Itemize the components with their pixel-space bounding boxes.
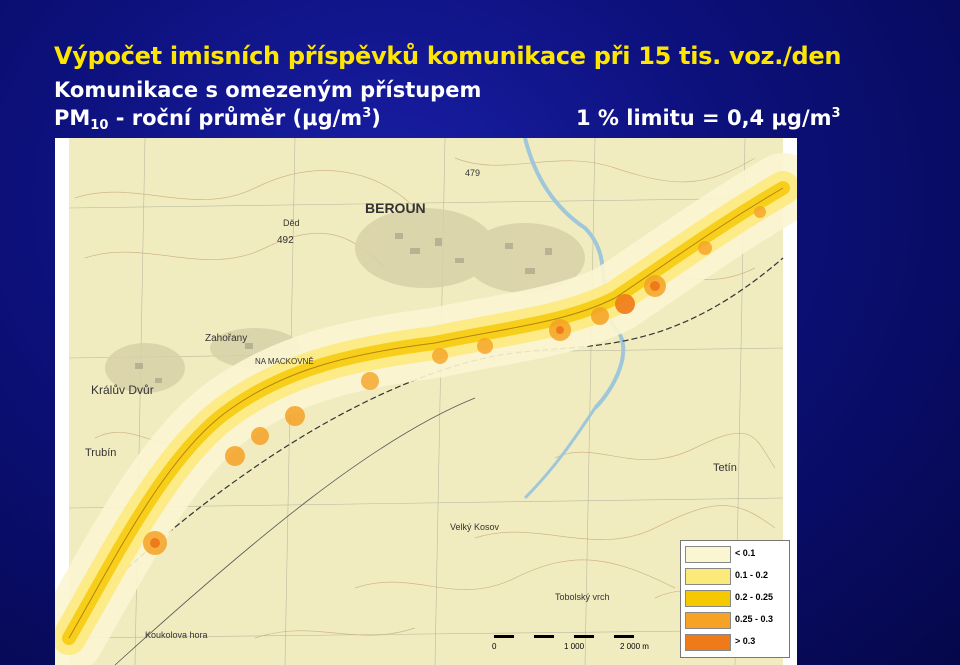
legend-swatch bbox=[685, 568, 731, 585]
pollutant-unit-text: - roční průměr (μg/m bbox=[108, 106, 363, 130]
slide-subtitle: Komunikace s omezeným přístupem bbox=[54, 78, 482, 102]
scale-label-zero: 0 bbox=[492, 642, 497, 651]
label-dedina: Děd bbox=[283, 218, 300, 228]
legend-label: > 0.3 bbox=[735, 636, 756, 646]
map-left-margin bbox=[55, 138, 69, 665]
legend-label: < 0.1 bbox=[735, 548, 756, 558]
map-graphic: BEROUN Králův Dvůr Zahořany Trubín NA MA… bbox=[55, 138, 797, 665]
label-hill-492: 492 bbox=[277, 235, 294, 246]
label-na-mackovne: NA MACKOVNĚ bbox=[255, 357, 314, 366]
label-tobolsky-vrch: Tobolský vrch bbox=[555, 592, 610, 602]
dispersion-map: BEROUN Králův Dvůr Zahořany Trubín NA MA… bbox=[55, 138, 797, 665]
secondary-road bbox=[114, 397, 476, 665]
pollutant-unit-superscript: 3 bbox=[362, 106, 372, 121]
limit-superscript: 3 bbox=[831, 106, 841, 121]
legend-row: > 0.3 bbox=[685, 634, 785, 651]
place-labels: BEROUN Králův Dvůr Zahořany Trubín NA MA… bbox=[85, 168, 737, 640]
urban-areas bbox=[105, 208, 585, 393]
legend-row: < 0.1 bbox=[685, 546, 785, 563]
slide-title: Výpočet imisních příspěvků komunikace př… bbox=[54, 42, 842, 70]
label-velky-kosov: Velký Kosov bbox=[450, 522, 500, 532]
pollutant-caption: PM10 - roční průměr (μg/m3) bbox=[54, 106, 381, 133]
limit-caption: 1 % limitu = 0,4 μg/m3 bbox=[576, 106, 841, 130]
legend-swatch bbox=[685, 634, 731, 651]
legend-swatch bbox=[685, 612, 731, 629]
pollutant-unit-close: ) bbox=[371, 106, 381, 130]
pollutant-name: PM bbox=[54, 106, 91, 130]
label-tetin: Tetín bbox=[713, 462, 737, 474]
limit-text: 1 % limitu = 0,4 μg/m bbox=[576, 106, 832, 130]
legend-row: 0.1 - 0.2 bbox=[685, 568, 785, 585]
plume-hotspots bbox=[143, 206, 766, 555]
legend-label: 0.2 - 0.25 bbox=[735, 592, 774, 602]
label-beroun: BEROUN bbox=[365, 200, 426, 216]
map-right-margin bbox=[783, 138, 797, 665]
legend-row: 0.2 - 0.25 bbox=[685, 590, 785, 607]
legend-label: 0.25 - 0.3 bbox=[735, 614, 774, 624]
scale-label-mid: 1 000 bbox=[564, 642, 585, 651]
label-trubin: Trubín bbox=[85, 447, 116, 459]
map-legend: < 0.1 0.1 - 0.2 0.2 - 0.25 0.25 - 0.3 > … bbox=[680, 540, 790, 658]
legend-row: 0.25 - 0.3 bbox=[685, 612, 785, 629]
road-centerline bbox=[68, 187, 784, 639]
river-lower bbox=[523, 407, 597, 500]
scale-bar: 0 1 000 2 000 m bbox=[490, 632, 660, 654]
scale-label-end: 2 000 m bbox=[620, 642, 649, 651]
legend-swatch bbox=[685, 590, 731, 607]
town-blocks bbox=[135, 233, 552, 383]
label-zahorany: Zahořany bbox=[205, 333, 247, 344]
legend-label: 0.1 - 0.2 bbox=[735, 570, 769, 580]
legend-swatch bbox=[685, 546, 731, 563]
label-koukolova-hora: Koukolova hora bbox=[145, 630, 208, 640]
label-hill-479: 479 bbox=[465, 168, 480, 178]
label-kraluv-dvur: Králův Dvůr bbox=[91, 383, 154, 397]
pollutant-subscript: 10 bbox=[90, 118, 109, 133]
scale-bar-graphic bbox=[494, 635, 634, 638]
